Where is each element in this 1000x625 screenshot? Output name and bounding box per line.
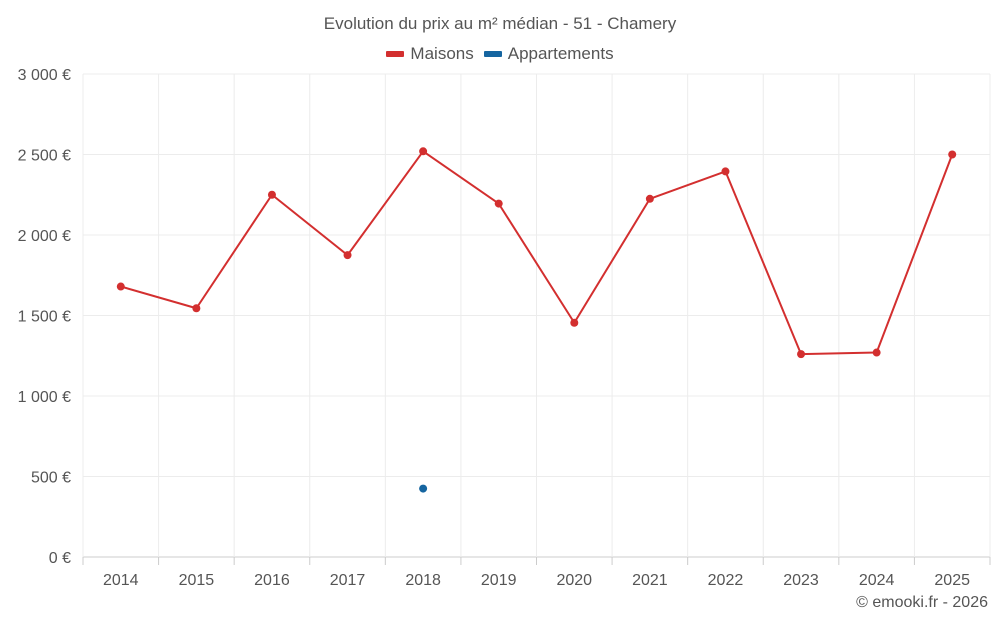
legend-item-appartements[interactable]: Appartements xyxy=(483,44,614,64)
data-point-maisons xyxy=(494,199,503,208)
data-point-maisons xyxy=(570,318,579,327)
legend-swatch-appartements xyxy=(483,51,502,57)
data-point-maisons xyxy=(645,194,654,203)
data-point-maisons xyxy=(948,150,957,159)
data-point-maisons xyxy=(419,147,428,156)
x-tick-label: 2022 xyxy=(708,572,744,589)
grid-layer xyxy=(82,73,991,558)
series-layer xyxy=(116,147,957,493)
y-tick-label: 3 000 € xyxy=(18,67,71,84)
data-point-maisons xyxy=(116,282,125,291)
x-tick-label: 2014 xyxy=(103,572,139,589)
x-tick-label: 2018 xyxy=(405,572,441,589)
axis-layer: 0 € 500 € 1 000 € 1 500 € 2 000 € 2 500 € 3 00… xyxy=(18,67,991,589)
y-tick-label: 2 000 € xyxy=(18,228,71,245)
legend-label-appartements: Appartements xyxy=(507,44,614,63)
data-point-maisons xyxy=(872,348,881,357)
data-point-maisons xyxy=(192,304,201,313)
y-tick-label: 1 500 € xyxy=(18,309,71,326)
data-point-maisons xyxy=(721,167,730,176)
data-point-appartements xyxy=(419,484,428,493)
x-tick-label: 2021 xyxy=(632,572,668,589)
x-tick-label: 2025 xyxy=(934,572,970,589)
y-tick-label: 2 500 € xyxy=(18,148,71,165)
y-tick-label: 500 € xyxy=(31,470,71,487)
data-point-maisons xyxy=(797,350,806,359)
legend-label-maisons: Maisons xyxy=(410,44,474,63)
x-tick-label: 2020 xyxy=(556,572,592,589)
y-tick-label: 1 000 € xyxy=(18,389,71,406)
credit-text: © emooki.fr - 2026 xyxy=(856,594,988,611)
x-tick-label: 2017 xyxy=(330,572,366,589)
chart-title: Evolution du prix au m² médian - 51 - Ch… xyxy=(323,14,677,33)
series-line-maisons xyxy=(120,150,954,356)
x-tick-label: 2019 xyxy=(481,572,517,589)
legend-swatch-maisons xyxy=(386,51,405,57)
y-tick-label: 0 € xyxy=(49,550,71,567)
data-point-maisons xyxy=(267,190,276,199)
x-tick-label: 2016 xyxy=(254,572,290,589)
x-tick-label: 2015 xyxy=(179,572,215,589)
x-tick-label: 2024 xyxy=(859,572,895,589)
legend: Maisons Appartements xyxy=(0,44,1000,64)
legend-item-maisons[interactable]: Maisons xyxy=(386,44,474,64)
x-tick-label: 2023 xyxy=(783,572,819,589)
data-point-maisons xyxy=(343,251,352,260)
